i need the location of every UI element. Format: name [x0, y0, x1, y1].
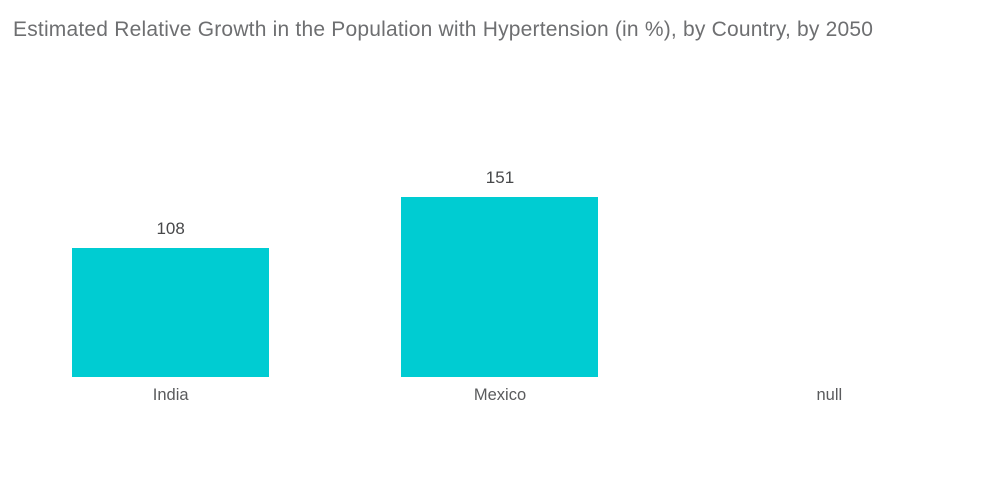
category-label-india: India: [152, 386, 189, 404]
chart-title: Estimated Relative Growth in the Populat…: [13, 18, 874, 41]
bar-mexico: [401, 197, 599, 377]
category-label-null: null: [816, 386, 843, 404]
category-label-mexico: Mexico: [473, 386, 527, 404]
bar-plot-area: 108 151: [6, 0, 994, 377]
bar-column-null: [665, 367, 994, 377]
bar-value-label-india: 108: [156, 219, 185, 239]
bar-india: [72, 248, 270, 377]
category-axis: India Mexico null: [6, 386, 994, 405]
bar-column-mexico: 151: [335, 168, 664, 377]
bar-column-india: 108: [6, 219, 335, 377]
bar-value-label-mexico: 151: [485, 168, 515, 187]
